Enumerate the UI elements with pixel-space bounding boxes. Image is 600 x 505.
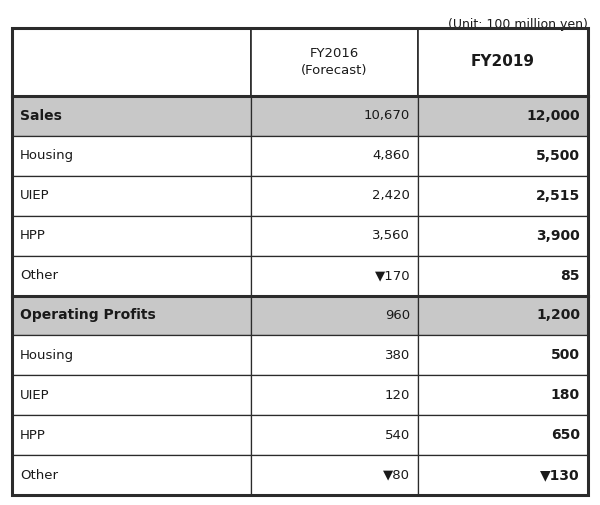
- Bar: [251, 375, 418, 415]
- Bar: [12, 335, 251, 375]
- Text: HPP: HPP: [20, 229, 46, 242]
- Text: Other: Other: [20, 469, 58, 482]
- Bar: [418, 335, 588, 375]
- Text: 380: 380: [385, 349, 410, 362]
- Text: 5,500: 5,500: [536, 149, 580, 163]
- Text: 120: 120: [385, 389, 410, 402]
- Text: HPP: HPP: [20, 429, 46, 442]
- Bar: [12, 216, 251, 256]
- Bar: [251, 216, 418, 256]
- Bar: [251, 28, 418, 96]
- Bar: [418, 375, 588, 415]
- Text: UIEP: UIEP: [20, 189, 50, 202]
- Text: Housing: Housing: [20, 349, 74, 362]
- Bar: [251, 136, 418, 176]
- Bar: [251, 96, 418, 136]
- Text: ▼170: ▼170: [374, 269, 410, 282]
- Bar: [418, 96, 588, 136]
- Bar: [12, 455, 251, 495]
- Text: FY2016
(Forecast): FY2016 (Forecast): [301, 47, 368, 77]
- Text: 650: 650: [551, 428, 580, 442]
- Bar: [418, 256, 588, 295]
- Bar: [251, 335, 418, 375]
- Text: 2,515: 2,515: [536, 189, 580, 203]
- Text: UIEP: UIEP: [20, 389, 50, 402]
- Bar: [418, 295, 588, 335]
- Text: 960: 960: [385, 309, 410, 322]
- Text: ▼130: ▼130: [541, 468, 580, 482]
- Bar: [418, 216, 588, 256]
- Bar: [418, 415, 588, 455]
- Text: 12,000: 12,000: [526, 109, 580, 123]
- Bar: [12, 375, 251, 415]
- Text: 2,420: 2,420: [372, 189, 410, 202]
- Bar: [251, 295, 418, 335]
- Bar: [12, 136, 251, 176]
- Text: ▼80: ▼80: [383, 469, 410, 482]
- Bar: [12, 295, 251, 335]
- Bar: [251, 256, 418, 295]
- Bar: [418, 136, 588, 176]
- Text: Operating Profits: Operating Profits: [20, 309, 156, 323]
- Text: 1,200: 1,200: [536, 309, 580, 323]
- Bar: [418, 455, 588, 495]
- Text: 3,560: 3,560: [372, 229, 410, 242]
- Text: Housing: Housing: [20, 149, 74, 162]
- Bar: [251, 455, 418, 495]
- Bar: [418, 28, 588, 96]
- Bar: [12, 256, 251, 295]
- Text: 500: 500: [551, 348, 580, 363]
- Bar: [251, 415, 418, 455]
- Bar: [12, 415, 251, 455]
- Text: 180: 180: [551, 388, 580, 402]
- Text: Sales: Sales: [20, 109, 62, 123]
- Text: Other: Other: [20, 269, 58, 282]
- Text: 85: 85: [560, 269, 580, 283]
- Bar: [418, 176, 588, 216]
- Text: 540: 540: [385, 429, 410, 442]
- Text: 3,900: 3,900: [536, 229, 580, 242]
- Text: (Unit: 100 million yen): (Unit: 100 million yen): [448, 18, 588, 31]
- Bar: [12, 28, 251, 96]
- Bar: [12, 176, 251, 216]
- Text: 4,860: 4,860: [373, 149, 410, 162]
- Bar: [12, 96, 251, 136]
- Text: 10,670: 10,670: [364, 110, 410, 122]
- Text: FY2019: FY2019: [471, 55, 535, 70]
- Bar: [251, 176, 418, 216]
